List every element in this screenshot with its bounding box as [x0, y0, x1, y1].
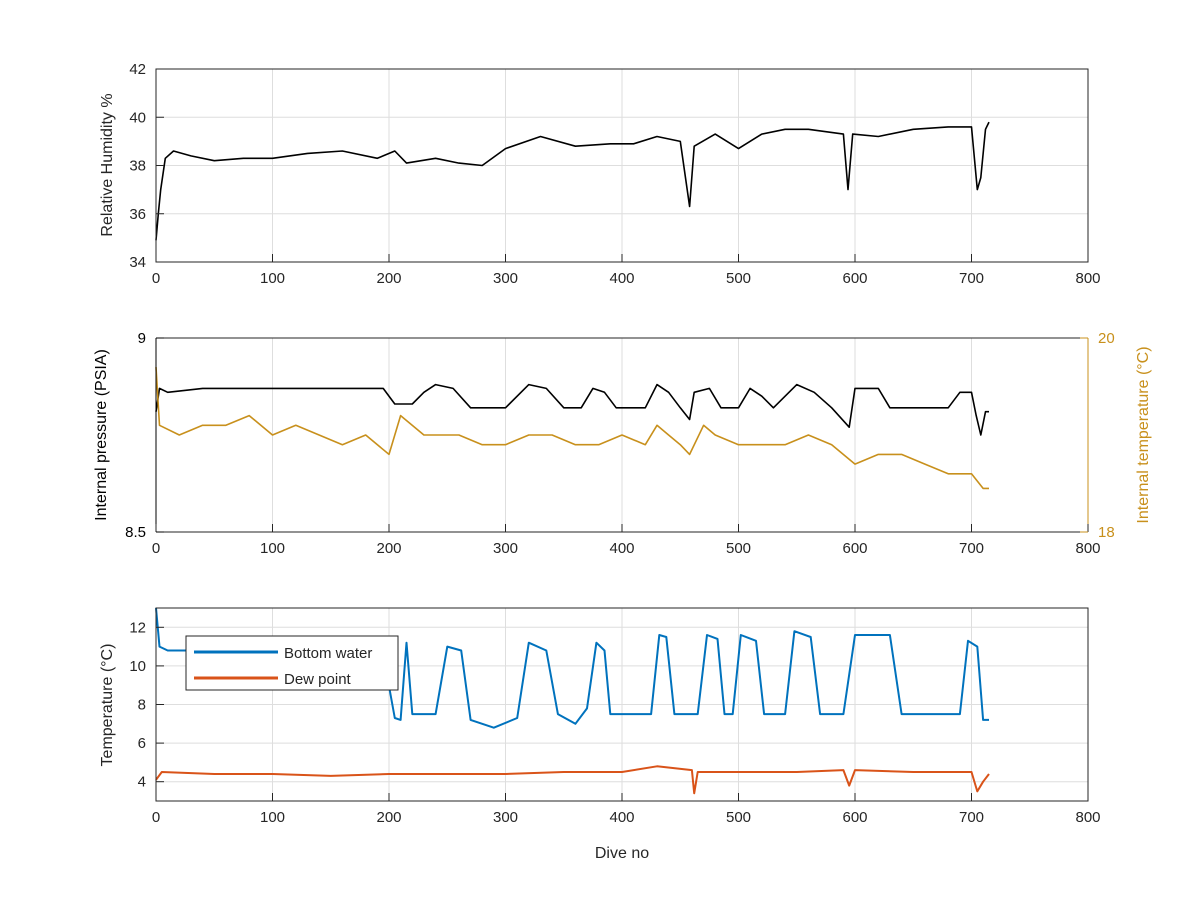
- humidity-series-layer: [155, 121, 990, 241]
- humidity-y-ticks: 34 36 38 40 42: [129, 61, 164, 271]
- x-tick-label: 700: [959, 270, 984, 287]
- x-tick-label: 700: [959, 540, 984, 557]
- internal-series-layer: [155, 367, 989, 490]
- temperature-x-ticks: 0 100 200 300 400 500 600 700 800: [152, 793, 1101, 826]
- x-tick-label: 500: [726, 809, 751, 826]
- x-tick-label: 200: [376, 809, 401, 826]
- y-right-tick-label: 20: [1098, 330, 1115, 347]
- x-tick-label: 300: [493, 270, 518, 287]
- x-tick-label: 200: [376, 540, 401, 557]
- x-tick-label: 800: [1075, 270, 1100, 287]
- x-tick-label: 200: [376, 270, 401, 287]
- x-tick-label: 600: [842, 809, 867, 826]
- y-tick-label: 6: [138, 735, 146, 752]
- x-tick-label: 500: [726, 270, 751, 287]
- temperature-y-ticks: 4 6 8 10 12: [129, 619, 164, 791]
- y-tick-label: 9: [138, 330, 146, 347]
- panel-temperature: 0 100 200 300 400 500 600 700 800 4 6 8 10 12 Temper…: [99, 607, 1101, 862]
- internal-y-label: Internal pressure (PSIA): [93, 349, 110, 521]
- x-tick-label: 300: [493, 809, 518, 826]
- y-right-tick-label: 18: [1098, 524, 1115, 541]
- x-tick-label: 800: [1075, 540, 1100, 557]
- series-line-series-2: [155, 367, 989, 490]
- temperature-legend: Bottom water Dew point: [185, 635, 399, 691]
- y-tick-label: 4: [138, 774, 146, 791]
- x-tick-label: 100: [260, 809, 285, 826]
- temperature-y-label: Temperature (°C): [99, 644, 116, 767]
- x-tick-label: 100: [260, 270, 285, 287]
- y-tick-label: 10: [129, 658, 146, 675]
- x-tick-label: 0: [152, 809, 160, 826]
- internal-y-right-label: Internal temperature (°C): [1135, 346, 1152, 523]
- y-tick-label: 12: [129, 619, 146, 636]
- y-tick-label: 8.5: [125, 524, 146, 541]
- y-tick-label: 34: [129, 254, 146, 271]
- legend-dew-point-label: Dew point: [284, 671, 352, 688]
- series-line-series-1: [155, 383, 989, 436]
- x-tick-label: 600: [842, 270, 867, 287]
- series-line-series-1: [155, 121, 990, 241]
- series-line-dew-point: [155, 765, 990, 795]
- legend-box: [185, 635, 399, 691]
- y-tick-label: 42: [129, 61, 146, 78]
- x-tick-label: 800: [1075, 809, 1100, 826]
- x-tick-label: 700: [959, 809, 984, 826]
- humidity-x-ticks: 0 100 200 300 400 500 600 700 800: [152, 254, 1101, 287]
- y-tick-label: 40: [129, 109, 146, 126]
- internal-y-ticks: 8.59: [125, 330, 164, 541]
- x-tick-label: 100: [260, 540, 285, 557]
- x-tick-label: 400: [609, 270, 634, 287]
- x-tick-label: 400: [609, 809, 634, 826]
- humidity-grid: [155, 68, 1089, 263]
- y-tick-label: 38: [129, 158, 146, 175]
- x-tick-label: 0: [152, 270, 160, 287]
- legend-bottom-water-label: Bottom water: [284, 645, 372, 662]
- x-tick-label: 400: [609, 540, 634, 557]
- internal-x-ticks: 0 100 200 300 400 500 600 700 800: [152, 524, 1101, 557]
- temperature-series-layer: [155, 607, 990, 795]
- x-tick-label: 600: [842, 540, 867, 557]
- x-tick-label: 500: [726, 540, 751, 557]
- humidity-y-label: Relative Humidity %: [99, 93, 116, 236]
- y-tick-label: 36: [129, 206, 146, 223]
- series-line-bottom-water: [155, 607, 989, 729]
- y-tick-label: 8: [138, 697, 146, 714]
- temperature-x-label: Dive no: [595, 845, 649, 862]
- x-tick-label: 0: [152, 540, 160, 557]
- x-tick-label: 300: [493, 540, 518, 557]
- panel-humidity: 0 100 200 300 400 500 600 700 800 34 36 38 40 42 Rel…: [99, 61, 1101, 287]
